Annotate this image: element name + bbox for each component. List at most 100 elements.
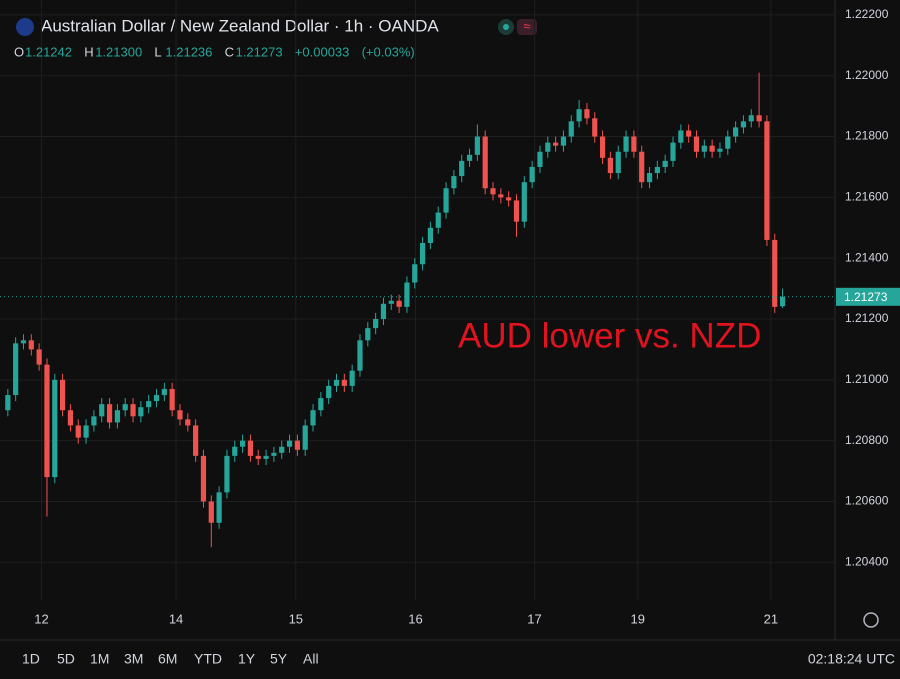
ohlc-value: 1.21273	[236, 44, 283, 59]
range-button[interactable]: YTD	[194, 651, 222, 667]
candle-body	[91, 416, 97, 426]
y-tick-label: 1.21400	[845, 250, 889, 264]
candle-body	[60, 379, 66, 411]
candle-body	[725, 136, 731, 149]
candle-body	[772, 239, 778, 307]
ohlc-value: 1.21300	[95, 44, 142, 59]
candle-body	[545, 142, 551, 152]
candle-body	[138, 407, 144, 417]
candle-body	[349, 370, 355, 386]
candle-body	[114, 410, 120, 423]
alert-icon-glyph: ≈	[523, 18, 530, 33]
candle-body	[717, 148, 723, 152]
candle-body	[67, 410, 74, 426]
candle-body	[764, 121, 770, 240]
candle-body	[419, 242, 426, 265]
candle-body	[686, 130, 692, 137]
candle-body	[99, 404, 105, 417]
candle-body	[294, 440, 300, 450]
annotation: AUD lower vs. NZD	[458, 316, 761, 355]
y-tick-label: 1.21600	[845, 190, 889, 204]
candle-body	[193, 425, 199, 456]
candle-body	[130, 404, 136, 417]
range-button[interactable]: 5D	[57, 651, 75, 667]
candle-body	[615, 151, 621, 174]
candle-body	[302, 425, 308, 450]
change-pct: (+0.03%)	[362, 44, 415, 59]
candle-body	[357, 340, 363, 371]
candle-body	[678, 130, 684, 143]
candle-body	[553, 142, 559, 146]
range-button[interactable]: 1Y	[238, 651, 256, 667]
candle-body	[200, 455, 207, 502]
candle-body	[779, 296, 786, 307]
range-button[interactable]: 6M	[158, 651, 177, 667]
candle-body	[670, 142, 676, 161]
candle-body	[271, 452, 277, 456]
candle-body	[639, 151, 645, 183]
candle-body	[560, 136, 567, 146]
candle-body	[490, 188, 496, 195]
candle-body	[756, 115, 762, 122]
range-button[interactable]: 1D	[22, 651, 40, 667]
candle-body	[169, 388, 175, 411]
candle-body	[662, 160, 668, 167]
candle-body	[709, 145, 715, 152]
candle-body	[13, 343, 19, 396]
settings-icon[interactable]	[863, 612, 879, 628]
x-tick-label: 15	[289, 611, 303, 626]
candle-body	[748, 115, 754, 122]
candle-body	[435, 212, 441, 228]
range-button[interactable]: All	[303, 651, 319, 667]
x-tick-label: 17	[527, 611, 541, 626]
candle-body	[146, 401, 152, 408]
candle-body	[310, 410, 316, 426]
range-button[interactable]: 3M	[124, 651, 143, 667]
candle-body	[607, 157, 614, 174]
candle-body	[631, 136, 637, 152]
candle-body	[177, 410, 183, 420]
y-tick-label: 1.21800	[845, 129, 889, 143]
candle-body	[521, 182, 527, 222]
candle-body	[584, 109, 590, 119]
candle-body	[161, 388, 167, 396]
candle-body	[466, 154, 473, 161]
candle-body	[396, 300, 402, 307]
candle-body	[474, 136, 480, 155]
flag-icon	[16, 18, 34, 36]
y-tick-label: 1.21200	[845, 311, 889, 325]
candle-body	[279, 446, 285, 453]
range-button[interactable]: 5Y	[270, 651, 288, 667]
candle-body	[318, 398, 324, 411]
candle-body	[733, 127, 739, 137]
candle-body	[451, 176, 457, 189]
candle-body	[513, 200, 520, 222]
candle-body	[654, 166, 660, 174]
candle-body	[537, 151, 543, 167]
candle-body	[623, 136, 629, 152]
y-tick-label: 1.21000	[845, 372, 889, 386]
candle-body	[482, 136, 488, 189]
candle-body	[740, 121, 747, 128]
candle-body	[333, 379, 340, 386]
candle-body	[122, 404, 128, 411]
range-button[interactable]: 1M	[90, 651, 109, 667]
x-tick-label: 16	[408, 611, 422, 626]
candle-body	[224, 455, 230, 493]
candle-body	[20, 340, 27, 344]
candle-body	[208, 501, 214, 523]
candle-body	[443, 188, 449, 213]
candle-body	[592, 118, 598, 137]
candle-body	[44, 364, 50, 478]
candle-body	[459, 160, 465, 177]
candle-body	[36, 349, 42, 365]
candle-body	[576, 109, 582, 122]
candle-body	[239, 440, 246, 447]
candle-body	[506, 197, 512, 201]
candle-body	[498, 194, 504, 198]
candle-body	[568, 121, 574, 137]
candle-body	[83, 425, 89, 438]
candle-body	[701, 145, 707, 152]
ohlc-value: 1.21242	[25, 44, 72, 59]
candle-body	[247, 440, 254, 456]
